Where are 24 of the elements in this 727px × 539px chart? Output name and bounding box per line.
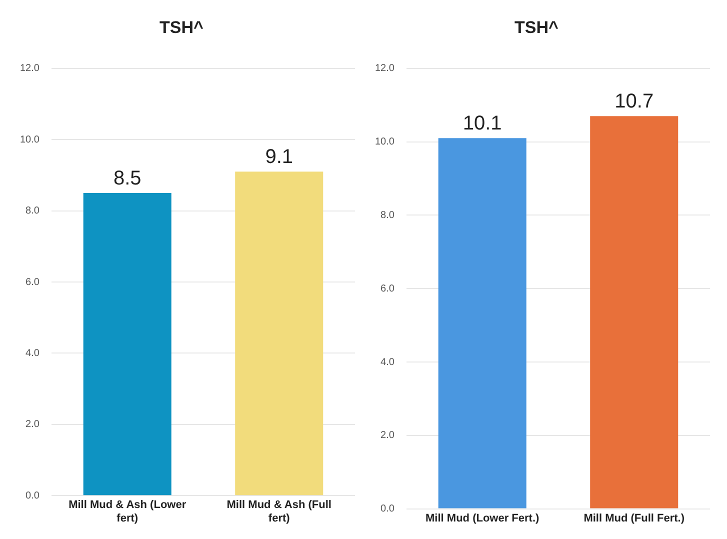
- y-tick-label: 4.0: [380, 356, 395, 368]
- y-tick-label: 4.0: [26, 348, 40, 359]
- x-tick-label: Mill Mud (Lower Fert.): [426, 512, 540, 524]
- y-tick-label: 0.0: [26, 490, 40, 502]
- y-tick-label: 8.0: [26, 206, 40, 217]
- data-label: 10.1: [462, 112, 502, 135]
- x-tick-label: Mill Mud (Full Fert.): [584, 512, 685, 524]
- data-label: 10.7: [614, 90, 654, 113]
- x-tick-label: Mill Mud & Ash (Full fert): [226, 499, 332, 524]
- y-tick-label: 10.0: [374, 136, 395, 148]
- y-tick-label: 2.0: [26, 419, 40, 430]
- data-label: 9.1: [265, 146, 294, 168]
- y-tick-label: 12.0: [20, 63, 40, 74]
- y-tick-label: 2.0: [380, 430, 395, 442]
- chart-title: TSH^: [514, 18, 559, 37]
- chart-title: TSH^: [160, 18, 204, 37]
- y-tick-label: 12.0: [374, 63, 395, 74]
- y-tick-label: 6.0: [380, 283, 395, 294]
- y-tick-label: 6.0: [26, 276, 40, 288]
- y-tick-label: 8.0: [380, 210, 395, 221]
- y-tick-label: 10.0: [20, 134, 40, 146]
- data-label: 8.5: [113, 168, 142, 190]
- y-tick-label: 0.0: [380, 504, 395, 515]
- x-tick-label: Mill Mud & Ash (Lower fert): [68, 499, 187, 524]
